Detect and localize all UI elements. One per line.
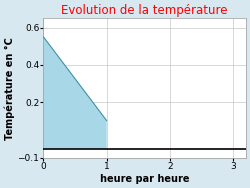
Polygon shape (44, 37, 107, 149)
Y-axis label: Température en °C: Température en °C (4, 37, 15, 139)
Title: Evolution de la température: Evolution de la température (62, 4, 228, 17)
X-axis label: heure par heure: heure par heure (100, 174, 190, 184)
